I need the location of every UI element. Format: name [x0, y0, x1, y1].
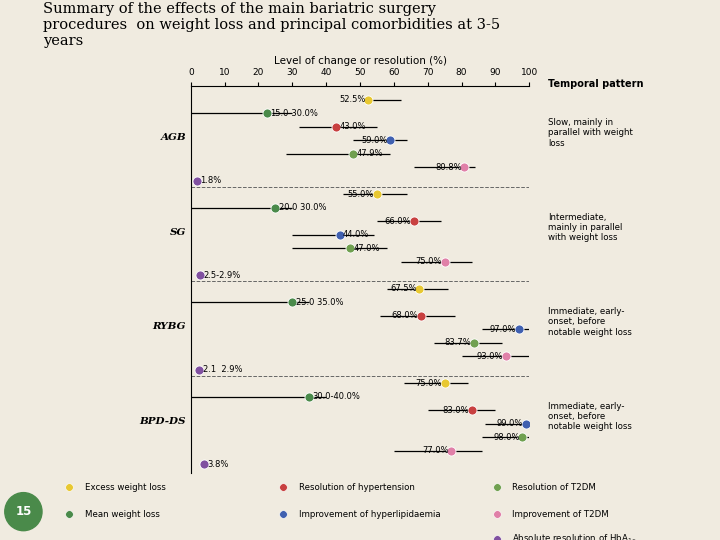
Text: Improvement of hyperlipidaemia: Improvement of hyperlipidaemia: [299, 510, 441, 519]
Text: Excess weight loss: Excess weight loss: [85, 483, 166, 492]
Text: 15: 15: [15, 505, 32, 518]
Text: 52.5%: 52.5%: [339, 96, 366, 104]
Text: 43.0%: 43.0%: [340, 123, 366, 131]
Circle shape: [5, 492, 42, 531]
Text: 68.0%: 68.0%: [392, 312, 418, 320]
Text: Resolution of T2DM: Resolution of T2DM: [513, 483, 596, 492]
Text: 47.0%: 47.0%: [354, 244, 379, 253]
Text: Immediate, early-
onset, before
notable weight loss: Immediate, early- onset, before notable …: [548, 402, 631, 431]
Text: 1.8%: 1.8%: [200, 177, 222, 185]
Text: 2.1  2.9%: 2.1 2.9%: [202, 366, 242, 374]
Text: RYBG: RYBG: [153, 322, 186, 331]
Text: 97.0%: 97.0%: [490, 325, 516, 334]
Text: 55.0%: 55.0%: [348, 190, 374, 199]
Text: AGB: AGB: [161, 133, 186, 142]
Text: 3.8%: 3.8%: [207, 460, 228, 469]
X-axis label: Level of change or resolution (%): Level of change or resolution (%): [274, 56, 446, 66]
Text: Mean weight loss: Mean weight loss: [85, 510, 160, 519]
Text: 77.0%: 77.0%: [422, 447, 449, 455]
Text: 44.0%: 44.0%: [343, 231, 369, 239]
Text: 75.0%: 75.0%: [415, 258, 442, 266]
Text: Resolution of hypertension: Resolution of hypertension: [299, 483, 415, 492]
Text: 66.0%: 66.0%: [384, 217, 411, 226]
Text: 83.0%: 83.0%: [442, 406, 469, 415]
Text: 99.0%: 99.0%: [497, 420, 523, 428]
Text: 98.0%: 98.0%: [493, 433, 520, 442]
Text: 59.0%: 59.0%: [361, 136, 388, 145]
Text: 80.8%: 80.8%: [435, 163, 462, 172]
Text: Temporal pattern: Temporal pattern: [548, 79, 643, 89]
Text: 20.0 30.0%: 20.0 30.0%: [279, 204, 326, 212]
Text: SG: SG: [170, 228, 186, 237]
Text: 25.0 35.0%: 25.0 35.0%: [296, 298, 343, 307]
Text: 75.0%: 75.0%: [415, 379, 442, 388]
Text: Immediate, early-
onset, before
notable weight loss: Immediate, early- onset, before notable …: [548, 307, 631, 337]
Text: 15.0-30.0%: 15.0-30.0%: [270, 109, 318, 118]
Text: 30.0-40.0%: 30.0-40.0%: [312, 393, 361, 401]
Text: 83.7%: 83.7%: [444, 339, 472, 347]
Text: 67.5%: 67.5%: [390, 285, 416, 293]
Text: BPD-DS: BPD-DS: [140, 417, 186, 426]
Text: Summary of the effects of the main bariatric surgery
procedures  on weight loss : Summary of the effects of the main baria…: [43, 2, 500, 48]
Text: Improvement of T2DM: Improvement of T2DM: [513, 510, 609, 519]
Text: 47.9%: 47.9%: [356, 150, 383, 158]
Text: 93.0%: 93.0%: [477, 352, 503, 361]
Text: 2.5-2.9%: 2.5-2.9%: [203, 271, 240, 280]
Text: Intermediate,
mainly in parallel
with weight loss: Intermediate, mainly in parallel with we…: [548, 213, 622, 242]
Text: Absolute resolution of HbA$_{1c}$: Absolute resolution of HbA$_{1c}$: [513, 532, 636, 540]
Text: Slow, mainly in
parallel with weight
loss: Slow, mainly in parallel with weight los…: [548, 118, 633, 148]
